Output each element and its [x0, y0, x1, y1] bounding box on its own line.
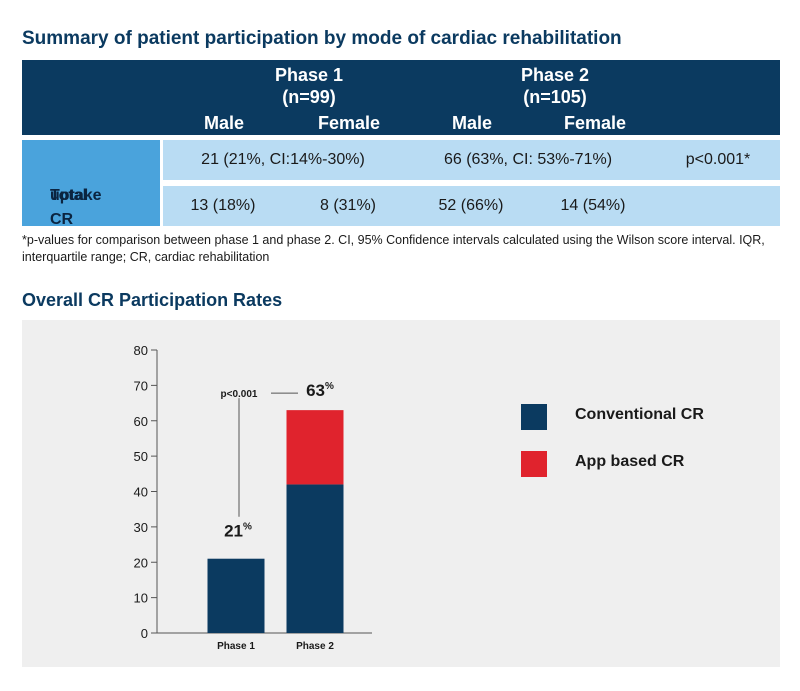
- legend-swatch-app: [521, 451, 547, 477]
- phase1-header: Phase 1 (n=99): [209, 64, 409, 108]
- col-phase2-female: Female: [563, 113, 627, 133]
- y-tick-label: 20: [134, 555, 148, 570]
- row-label-line2: uptake: [50, 187, 102, 204]
- x-tick-label: Phase 2: [296, 641, 334, 652]
- table-header: Phase 1 (n=99) Phase 2 (n=105) Male Fema…: [22, 60, 780, 135]
- table-row-totals: 21 (21%, CI:14%-30%) 66 (63%, CI: 53%-71…: [163, 140, 780, 180]
- chart-title: Overall CR Participation Rates: [22, 290, 283, 310]
- phase1-n: (n=99): [282, 87, 336, 107]
- phase2-header: Phase 2 (n=105): [455, 64, 655, 108]
- x-tick-label: Phase 1: [217, 641, 255, 652]
- y-tick-label: 50: [134, 449, 148, 464]
- row-label-line1: Total CR: [50, 187, 88, 228]
- phase1-name: Phase 1: [274, 65, 344, 85]
- significance-label: p<0.001: [221, 389, 258, 400]
- legend-label-app: App based CR: [575, 453, 685, 470]
- phase1-male-cell: 13 (18%): [190, 197, 256, 214]
- y-tick-label: 60: [134, 414, 148, 429]
- phase2-n: (n=105): [523, 87, 587, 107]
- y-tick-label: 30: [134, 520, 148, 535]
- chart-panel: 0 10 20 30 40 50 60 70 80 Phase 1 Phase 2 21% 63% p<0…: [22, 320, 780, 667]
- legend-swatch-conventional: [521, 404, 547, 430]
- phase1-female-cell: 8 (31%): [319, 197, 377, 214]
- bar-chart: 0 10 20 30 40 50 60 70 80 Phase 1 Phase 2 21% 63% p<0…: [134, 343, 372, 652]
- pvalue-cell: p<0.001*: [685, 151, 751, 168]
- row-label-total-cr-uptake: Total CR uptake: [22, 140, 160, 228]
- y-tick-label: 70: [134, 378, 148, 393]
- total-label-phase2: 63%: [306, 381, 334, 400]
- bar-phase-1-conventional-cr: [207, 558, 265, 633]
- y-tick-label: 80: [134, 343, 148, 358]
- col-phase2-male: Male: [451, 113, 493, 133]
- bar-phase-2-conventional-cr: [286, 484, 344, 633]
- phase2-female-cell: 14 (54%): [560, 197, 626, 214]
- phase2-name: Phase 2: [520, 65, 590, 85]
- table-footnote: *p-values for comparison between phase 1…: [22, 233, 765, 264]
- y-tick-label: 40: [134, 485, 148, 500]
- phase1-total-cell: 21 (21%, CI:14%-30%): [201, 151, 365, 168]
- phase2-male-cell: 52 (66%): [438, 197, 504, 214]
- table-title: Summary of patient participation by mode…: [22, 28, 622, 49]
- col-phase1-female: Female: [317, 113, 381, 133]
- y-tick-label: 10: [134, 591, 148, 606]
- total-label-phase1: 21%: [224, 522, 252, 541]
- table-row-by-sex: 13 (18%) 8 (31%) 52 (66%) 14 (54%): [163, 186, 780, 226]
- legend-label-conventional: Conventional CR: [575, 406, 704, 423]
- phase2-total-cell: 66 (63%, CI: 53%-71%): [443, 151, 613, 168]
- y-tick-label: 0: [141, 626, 148, 641]
- bar-phase-2-app-based-cr: [286, 410, 344, 485]
- col-phase1-male: Male: [203, 113, 245, 133]
